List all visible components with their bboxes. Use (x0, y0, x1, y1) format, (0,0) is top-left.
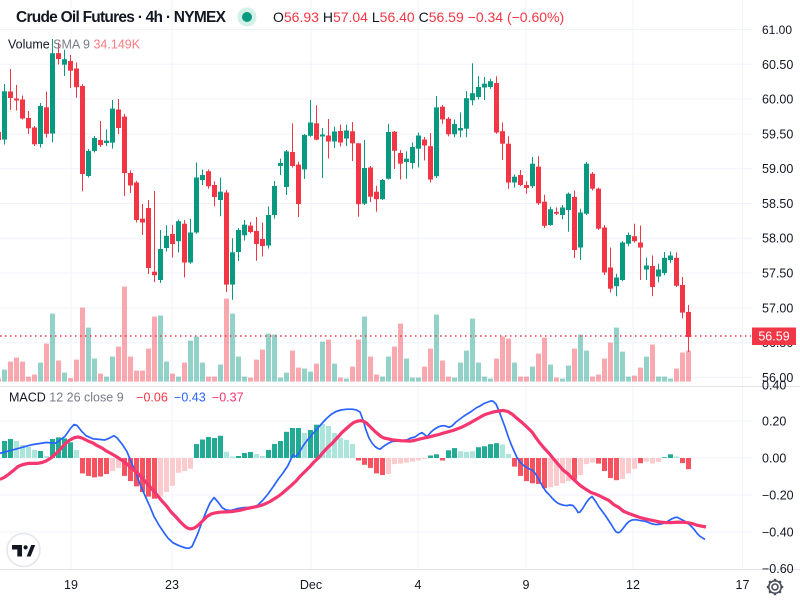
svg-text:23: 23 (165, 578, 179, 592)
svg-text:17: 17 (736, 578, 750, 592)
svg-text:−0.40: −0.40 (762, 526, 794, 540)
svg-text:56.00: 56.00 (762, 371, 793, 385)
svg-text:19: 19 (64, 578, 78, 592)
svg-text:Crude Oil Futures · 4h · NYMEX: Crude Oil Futures · 4h · NYMEX (16, 9, 227, 26)
svg-text:Volume SMA 9 34.149K: Volume SMA 9 34.149K (8, 38, 141, 52)
svg-text:−0.60: −0.60 (762, 562, 794, 576)
svg-text:0.40: 0.40 (762, 379, 786, 393)
svg-text:59.00: 59.00 (762, 162, 793, 176)
svg-text:58.00: 58.00 (762, 232, 793, 246)
svg-text:60.50: 60.50 (762, 58, 793, 72)
svg-text:9: 9 (523, 578, 530, 592)
svg-text:MACD 12 26 close 9 −0.06 −0.4: MACD 12 26 close 9 −0.06 −0.43 −0.37 (9, 391, 244, 405)
svg-text:4: 4 (415, 578, 422, 592)
svg-text:57.00: 57.00 (762, 301, 793, 315)
svg-text:61.00: 61.00 (762, 23, 792, 37)
svg-text:59.50: 59.50 (762, 127, 793, 141)
svg-text:0.00: 0.00 (762, 452, 786, 466)
svg-text:56.59: 56.59 (758, 330, 789, 344)
svg-text:58.50: 58.50 (762, 197, 793, 211)
svg-text:12: 12 (626, 578, 640, 592)
svg-text:60.00: 60.00 (762, 93, 793, 107)
svg-text:0.20: 0.20 (762, 415, 786, 429)
svg-text:O56.93 H57.04 L56.40 C56.59 −0: O56.93 H57.04 L56.40 C56.59 −0.34 (−0.60… (273, 9, 564, 25)
svg-text:−0.20: −0.20 (762, 489, 794, 503)
svg-text:Dec: Dec (300, 578, 322, 592)
svg-text:57.50: 57.50 (762, 267, 793, 281)
